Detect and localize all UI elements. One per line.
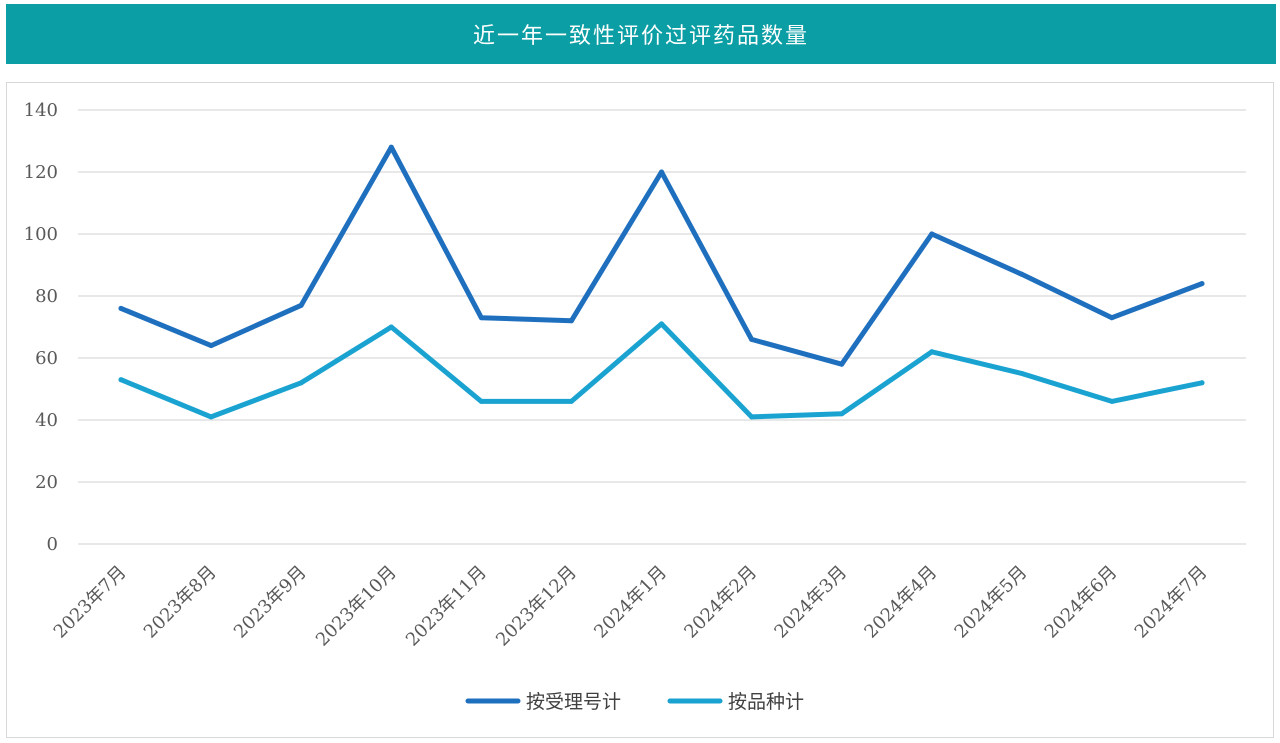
- data-point: [659, 169, 664, 175]
- y-tick-label: 140: [24, 100, 58, 121]
- y-tick-label: 20: [35, 472, 58, 493]
- x-axis-ticks: 2023年7月 2023年8月 2023年9月 2023年10月 2023年11月 202…: [50, 562, 1212, 651]
- data-point: [1019, 371, 1025, 376]
- data-point: [839, 361, 845, 367]
- data-point: [1019, 271, 1025, 277]
- x-tick-label: 2023年9月: [230, 562, 311, 643]
- x-tick-label: 2024年6月: [1041, 562, 1122, 643]
- data-point: [749, 414, 755, 420]
- chart-frame: [6, 82, 1274, 738]
- legend-label: 按受理号计: [526, 691, 621, 713]
- data-point: [568, 398, 574, 404]
- data-point: [929, 349, 935, 355]
- data-point: [929, 231, 935, 237]
- chart-title-bar: 近一年一致性评价过评药品数量: [6, 4, 1276, 64]
- data-point: [1199, 380, 1205, 386]
- series-lines: [118, 144, 1205, 420]
- chart-title: 近一年一致性评价过评药品数量: [472, 24, 809, 49]
- data-point: [568, 318, 574, 324]
- data-point: [118, 305, 124, 311]
- data-point: [478, 398, 484, 404]
- y-axis-ticks: 0 20 40 60 80 100 120 140: [24, 100, 58, 555]
- x-tick-label: 2024年4月: [860, 562, 941, 643]
- legend: 按受理号计 按品种计: [465, 691, 804, 713]
- y-tick-label: 80: [35, 286, 58, 307]
- data-point: [749, 336, 755, 342]
- x-tick-label: 2024年3月: [770, 562, 851, 643]
- data-point: [478, 315, 484, 321]
- x-tick-label: 2023年10月: [312, 562, 401, 651]
- y-tick-label: 100: [24, 224, 58, 245]
- data-point: [1109, 315, 1115, 321]
- data-point: [208, 414, 214, 420]
- x-tick-label: 2024年1月: [590, 562, 671, 643]
- data-point: [388, 144, 394, 150]
- x-tick-label: 2024年2月: [680, 562, 761, 643]
- x-tick-label: 2023年7月: [50, 562, 131, 643]
- x-tick-label: 2023年12月: [492, 562, 581, 651]
- series-line-2: [118, 321, 1205, 420]
- data-point: [659, 321, 664, 327]
- data-point: [208, 343, 214, 349]
- x-tick-label: 2023年11月: [402, 562, 491, 651]
- data-point: [298, 380, 304, 386]
- data-point: [839, 411, 845, 417]
- series-line-1: [118, 144, 1205, 367]
- legend-label: 按品种计: [728, 691, 804, 713]
- x-tick-label: 2024年5月: [951, 562, 1032, 643]
- data-point: [118, 377, 124, 383]
- y-tick-label: 0: [47, 534, 58, 555]
- data-point: [1109, 398, 1115, 404]
- data-point: [1199, 281, 1205, 287]
- data-point: [298, 302, 304, 308]
- y-tick-label: 40: [35, 410, 58, 431]
- x-tick-label: 2024年7月: [1131, 562, 1212, 643]
- y-tick-label: 60: [35, 348, 58, 369]
- y-tick-label: 120: [24, 162, 58, 183]
- x-tick-label: 2023年8月: [140, 562, 221, 643]
- data-point: [388, 324, 394, 330]
